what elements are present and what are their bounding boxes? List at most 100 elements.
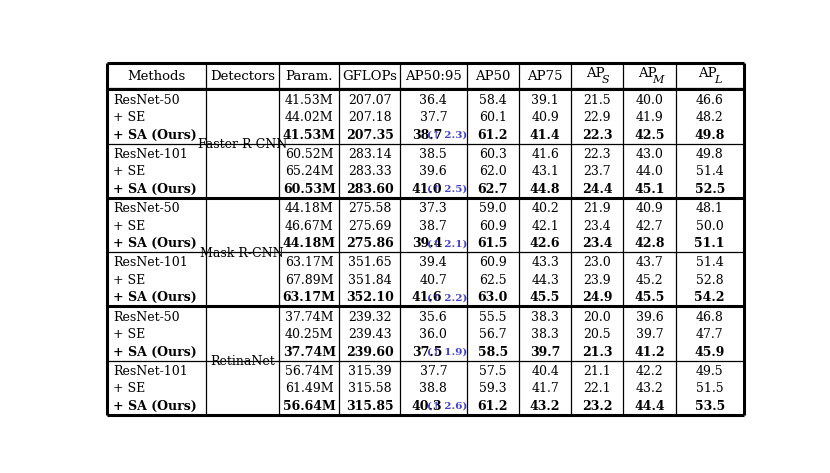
Text: 42.6: 42.6 <box>530 237 560 250</box>
Text: ResNet-50: ResNet-50 <box>114 202 180 215</box>
Text: 43.7: 43.7 <box>636 256 663 269</box>
Text: 49.8: 49.8 <box>695 129 725 142</box>
Text: 52.8: 52.8 <box>696 273 724 287</box>
Text: 45.1: 45.1 <box>634 183 665 195</box>
Text: GFLOPs: GFLOPs <box>342 70 397 83</box>
Text: 44.18M: 44.18M <box>285 202 334 215</box>
Text: 39.6: 39.6 <box>636 311 663 324</box>
Text: 42.7: 42.7 <box>636 219 663 233</box>
Text: 62.7: 62.7 <box>477 183 508 195</box>
Text: 44.4: 44.4 <box>634 400 665 412</box>
Text: 35.6: 35.6 <box>419 311 447 324</box>
Text: (↑ 2.3): (↑ 2.3) <box>427 131 467 140</box>
Text: 42.5: 42.5 <box>634 129 665 142</box>
Text: 38.3: 38.3 <box>531 311 559 324</box>
Text: 40.7: 40.7 <box>419 273 447 287</box>
Text: 275.58: 275.58 <box>348 202 391 215</box>
Text: 275.86: 275.86 <box>346 237 393 250</box>
Text: (↑ 2.6): (↑ 2.6) <box>427 402 467 411</box>
Text: 56.7: 56.7 <box>479 328 506 341</box>
Text: Faster R-CNN: Faster R-CNN <box>198 138 287 151</box>
Text: 63.0: 63.0 <box>478 291 508 304</box>
Text: 38.7: 38.7 <box>412 129 442 142</box>
Text: 283.14: 283.14 <box>348 148 392 161</box>
Text: 275.69: 275.69 <box>348 219 391 233</box>
Text: 207.35: 207.35 <box>346 129 393 142</box>
Text: ResNet-101: ResNet-101 <box>114 256 188 269</box>
Text: ResNet-50: ResNet-50 <box>114 311 180 324</box>
Text: 62.0: 62.0 <box>479 165 507 178</box>
Text: 23.7: 23.7 <box>583 165 611 178</box>
Text: 21.5: 21.5 <box>583 94 611 107</box>
Text: L: L <box>715 75 722 85</box>
Text: + SE: + SE <box>114 328 145 341</box>
Text: 58.4: 58.4 <box>479 94 507 107</box>
Text: (↑ 1.9): (↑ 1.9) <box>427 348 467 357</box>
Text: 315.58: 315.58 <box>348 382 392 395</box>
Text: 61.2: 61.2 <box>477 129 508 142</box>
Text: 42.8: 42.8 <box>634 237 665 250</box>
Text: 22.3: 22.3 <box>583 148 611 161</box>
Text: AP: AP <box>699 68 717 80</box>
Text: 24.9: 24.9 <box>582 291 613 304</box>
Text: 44.3: 44.3 <box>531 273 559 287</box>
Text: 315.39: 315.39 <box>348 365 392 377</box>
Text: 20.5: 20.5 <box>583 328 611 341</box>
Text: AP75: AP75 <box>527 70 563 83</box>
Text: 60.1: 60.1 <box>479 111 507 124</box>
Text: AP50:95: AP50:95 <box>405 70 461 83</box>
Text: ResNet-101: ResNet-101 <box>114 365 188 377</box>
Text: 207.07: 207.07 <box>348 94 392 107</box>
Text: 352.10: 352.10 <box>346 291 393 304</box>
Text: 58.5: 58.5 <box>478 346 508 359</box>
Text: 38.7: 38.7 <box>419 219 447 233</box>
Text: 39.1: 39.1 <box>531 94 559 107</box>
Text: + SE: + SE <box>114 382 145 395</box>
Text: (↑ 2.5): (↑ 2.5) <box>427 184 467 193</box>
Text: 37.74M: 37.74M <box>285 311 334 324</box>
Text: 51.4: 51.4 <box>696 165 724 178</box>
Text: 22.9: 22.9 <box>583 111 611 124</box>
Text: 41.53M: 41.53M <box>283 129 335 142</box>
Text: + SA (Ours): + SA (Ours) <box>114 237 198 250</box>
Text: + SA (Ours): + SA (Ours) <box>114 400 198 412</box>
Text: 41.4: 41.4 <box>530 129 560 142</box>
Text: 37.74M: 37.74M <box>283 346 335 359</box>
Text: + SE: + SE <box>114 219 145 233</box>
Text: 283.60: 283.60 <box>346 183 393 195</box>
Text: 37.3: 37.3 <box>419 202 447 215</box>
Text: Methods: Methods <box>127 70 185 83</box>
Text: 47.7: 47.7 <box>696 328 724 341</box>
Text: 50.0: 50.0 <box>696 219 724 233</box>
Text: 51.5: 51.5 <box>696 382 724 395</box>
Text: 46.67M: 46.67M <box>285 219 334 233</box>
Text: 59.3: 59.3 <box>479 382 506 395</box>
Text: 41.7: 41.7 <box>531 382 559 395</box>
Text: 283.33: 283.33 <box>348 165 392 178</box>
Text: 45.5: 45.5 <box>530 291 560 304</box>
Text: 44.18M: 44.18M <box>283 237 335 250</box>
Text: 43.1: 43.1 <box>531 165 559 178</box>
Text: 57.5: 57.5 <box>479 365 506 377</box>
Text: 207.18: 207.18 <box>348 111 392 124</box>
Text: + SE: + SE <box>114 165 145 178</box>
Text: 37.7: 37.7 <box>419 111 447 124</box>
Text: 20.0: 20.0 <box>583 311 611 324</box>
Text: 41.6: 41.6 <box>531 148 559 161</box>
Text: 49.8: 49.8 <box>696 148 724 161</box>
Text: 40.25M: 40.25M <box>285 328 334 341</box>
Text: 23.4: 23.4 <box>583 219 611 233</box>
Text: 43.0: 43.0 <box>636 148 663 161</box>
Text: 63.17M: 63.17M <box>285 256 334 269</box>
Text: 41.0: 41.0 <box>412 183 442 195</box>
Text: 23.4: 23.4 <box>582 237 613 250</box>
Text: 37.7: 37.7 <box>419 365 447 377</box>
Text: 42.1: 42.1 <box>531 219 559 233</box>
Text: 40.3: 40.3 <box>412 400 442 412</box>
Text: 41.53M: 41.53M <box>285 94 334 107</box>
Text: 40.9: 40.9 <box>531 111 559 124</box>
Text: 55.5: 55.5 <box>479 311 506 324</box>
Text: + SA (Ours): + SA (Ours) <box>114 291 198 304</box>
Text: 23.9: 23.9 <box>583 273 611 287</box>
Text: 45.9: 45.9 <box>695 346 725 359</box>
